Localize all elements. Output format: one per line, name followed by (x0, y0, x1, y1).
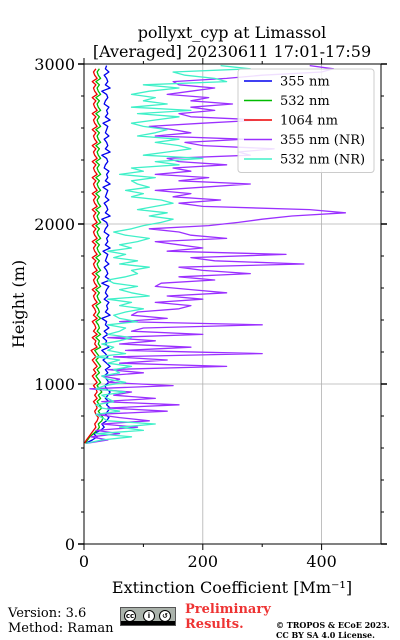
license-bar (121, 621, 175, 625)
cc-by-sa-icon: cc i ↺ (120, 607, 176, 626)
preliminary-notice: Preliminary Results. (185, 602, 271, 632)
preliminary-line-2: Results. (185, 617, 244, 632)
x-tick-label: 200 (188, 552, 219, 571)
legend-label: 355 nm (NR) (280, 133, 365, 148)
chart-legend: 355 nm 532 nm 1064 nm 355 nm (NR) 532 nm (NR… (237, 68, 375, 173)
series-line (86, 64, 251, 444)
y-tick-label: 1000 (34, 375, 75, 394)
series-line (85, 65, 111, 444)
series-layer (84, 64, 347, 444)
series-line (84, 68, 99, 444)
legend-label: 1064 nm (280, 114, 338, 129)
y-tick-label: 0 (65, 535, 75, 554)
method-text: Method: Raman (8, 621, 114, 636)
legend-label: 532 nm (280, 94, 330, 109)
axis-ticks: 0 200 400 0 1000 2000 3000 (34, 55, 387, 571)
y-tick-label: 2000 (34, 215, 75, 234)
copyright-line-1: © TROPOS & ECoE 2023. (276, 620, 390, 630)
chart-title: pollyxt_cyp at Limassol (138, 23, 327, 42)
x-axis-label: Extinction Coefficient [Mm⁻¹] (112, 578, 352, 597)
legend-label: 355 nm (280, 75, 330, 90)
copyright-line-2: CC BY SA 4.0 License. (276, 630, 375, 640)
plot-frame (83, 63, 382, 545)
copyright-notice: © TROPOS & ECoE 2023. CC BY SA 4.0 Licen… (276, 620, 390, 640)
legend-label: 532 nm (NR) (280, 153, 365, 168)
preliminary-line-1: Preliminary (185, 602, 271, 617)
series-line (84, 68, 104, 444)
x-tick-label: 0 (79, 552, 89, 571)
chart-subtitle: [Averaged] 20230611 17:01-17:59 (93, 42, 371, 61)
x-tick-label: 400 (306, 552, 337, 571)
legend-box (237, 68, 375, 173)
version-text: Version: 3.6 (8, 606, 87, 621)
y-axis-label: Height (m) (9, 260, 28, 348)
y-tick-label: 3000 (34, 55, 75, 74)
